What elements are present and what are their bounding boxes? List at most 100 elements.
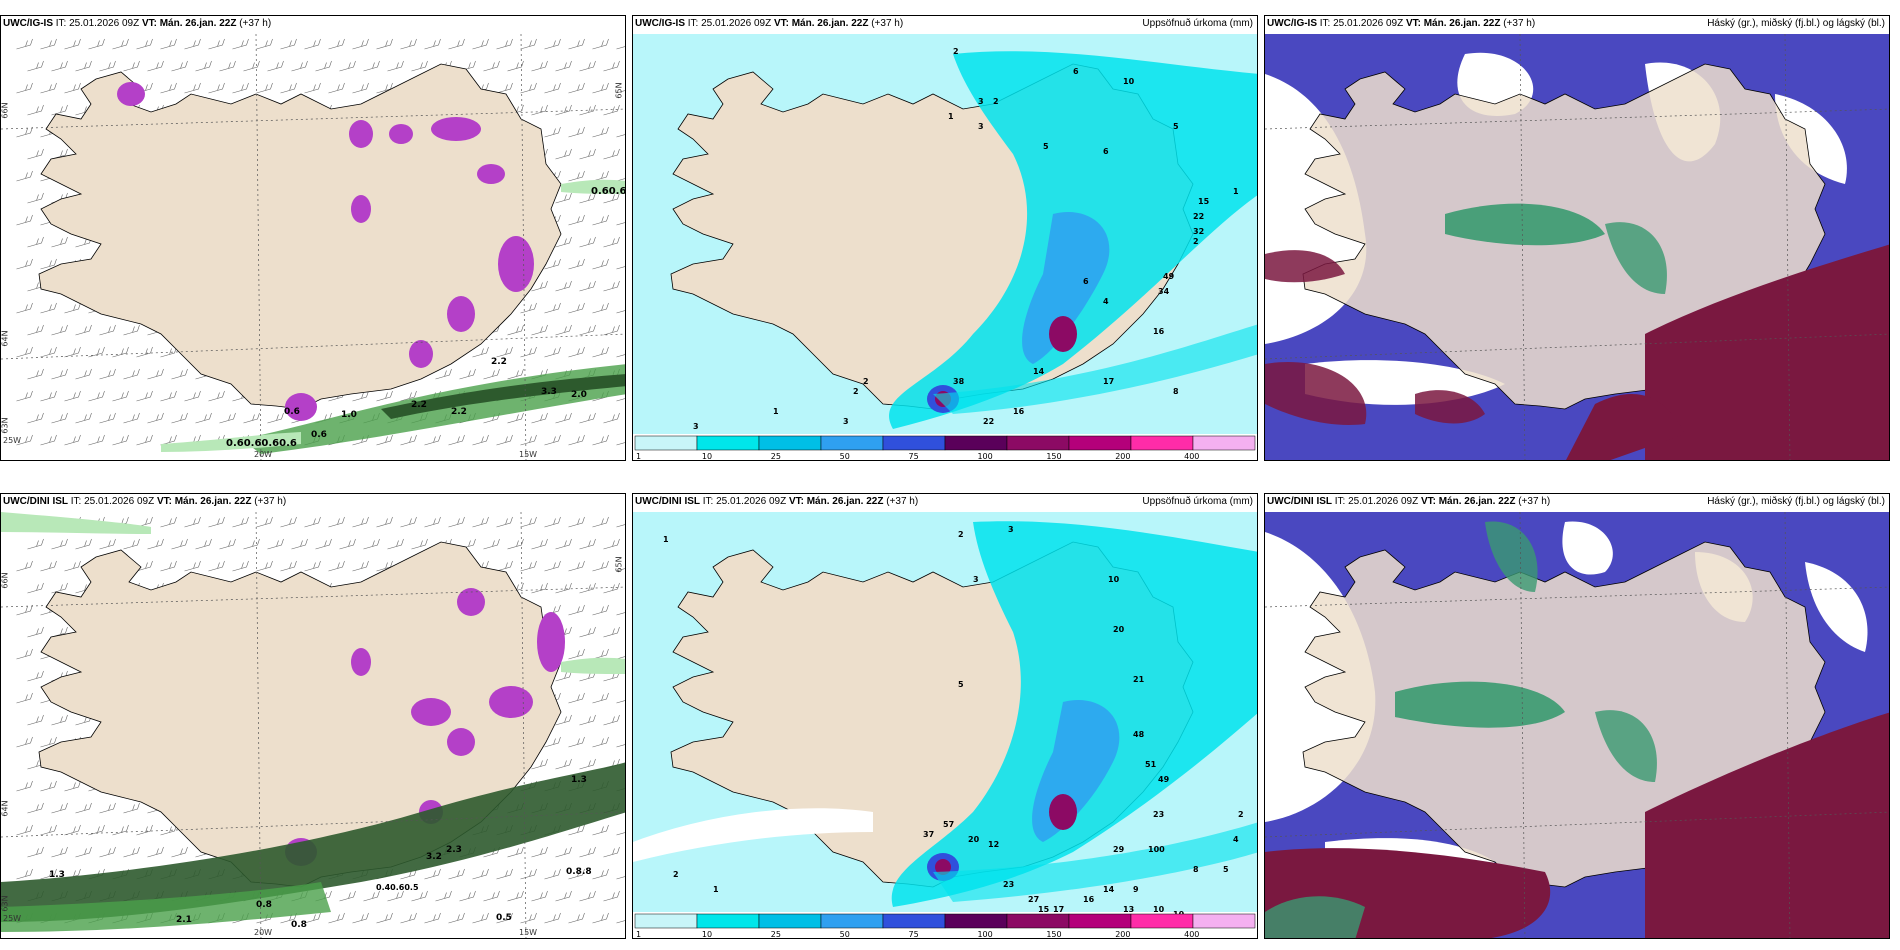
wind-barb (603, 714, 620, 726)
wind-barb (160, 560, 177, 572)
wind-barb (579, 538, 596, 550)
wind-barb (568, 258, 585, 270)
svg-text:0.8.8: 0.8.8 (566, 867, 592, 877)
wind-barb (472, 516, 489, 528)
wind-barb (592, 38, 609, 50)
wind-barb (531, 280, 548, 292)
wind-barb (40, 434, 57, 446)
wind-barb (616, 442, 625, 446)
wind-barb (568, 516, 585, 528)
wind-barb (411, 538, 428, 550)
wind-barb (376, 912, 393, 924)
wind-barb (603, 104, 620, 116)
wind-barb (40, 390, 57, 402)
cloud-title: Háský (gr.), miðský (fj.bl.) og lágský (… (1707, 18, 1885, 29)
colorbar-segment (882, 913, 946, 929)
wind-barb (99, 368, 116, 380)
colorbar-segment (820, 435, 884, 451)
wind-barb (16, 604, 33, 616)
wind-barb (27, 324, 44, 336)
wind-barb (136, 390, 153, 402)
wind-barb (328, 516, 345, 528)
wind-barb (16, 390, 33, 402)
wind-barb (147, 538, 164, 550)
wind-barb (616, 832, 625, 836)
wind-barb (376, 390, 393, 402)
wind-barb (400, 390, 417, 402)
wind-barb (267, 412, 284, 424)
svg-text:2.0: 2.0 (571, 390, 587, 400)
wind-barb (99, 60, 116, 72)
wind-barb (280, 560, 297, 572)
wind-barb (40, 736, 57, 748)
panel-title: UWC/DINI ISL IT: 25.01.2026 09Z VT: Mán.… (1267, 496, 1551, 507)
wind-barb (16, 648, 33, 660)
colorbar-tick: 25 (771, 930, 781, 939)
wind-barb (592, 604, 609, 616)
wind-labels: 1.3 0.8 2.1 0.5 0.8.8 1.3 3.2 2.3 0.40.6… (49, 775, 592, 930)
wind-barb (328, 38, 345, 50)
wind-barb (520, 516, 537, 528)
precip-value: 2 (953, 47, 959, 56)
wind-barb (88, 38, 105, 50)
wind-fields (1, 512, 625, 932)
wind-barb (568, 170, 585, 182)
wind-barb (424, 868, 441, 880)
wind-barb (507, 846, 524, 858)
precip-colorbar: 1 10 25 50 75 100 150 200 400 (634, 435, 1256, 460)
wind-barb (496, 346, 513, 358)
lat-label: 63N (0, 417, 10, 434)
precip-value: 20 (1113, 625, 1125, 634)
wind-barb (171, 412, 188, 424)
wind-barb (579, 324, 596, 336)
wind-barb (160, 390, 177, 402)
wind-barb (291, 538, 308, 550)
latitude-line (1, 108, 625, 130)
wind-barb (616, 398, 625, 402)
wind-barb (616, 178, 625, 182)
longitude-line (1784, 512, 1791, 938)
precip-value: 15 (1198, 197, 1210, 206)
wind-barb (507, 412, 524, 424)
latitude-line (1265, 108, 1889, 130)
wind-barb (328, 560, 345, 572)
wind-barb (544, 560, 561, 572)
wind-barb (27, 236, 44, 248)
lat-label: 65N (614, 556, 624, 573)
wind-barb (579, 236, 596, 248)
wind-barb (243, 60, 260, 72)
wind-barb (616, 568, 625, 572)
wind-barb (88, 390, 105, 402)
wind-barb (544, 82, 561, 94)
wind-barb (472, 38, 489, 50)
colorbar-segment (820, 913, 884, 929)
longitude-line (255, 512, 262, 938)
wind-barb (112, 346, 129, 358)
wind-barb (579, 148, 596, 160)
wind-barb (195, 412, 212, 424)
precip-value: 29 (1113, 845, 1125, 854)
wind-barb (400, 912, 417, 924)
wind-barb (267, 538, 284, 550)
precip-shading (633, 521, 1257, 907)
wind-barb (40, 82, 57, 94)
wind-barb (603, 890, 620, 902)
colorbar-segment (696, 913, 760, 929)
colorbar-tick: 400 (1184, 930, 1199, 939)
wind-map: 1.3 0.8 2.1 0.5 0.8.8 1.3 3.2 2.3 0.40.6… (1, 512, 625, 938)
wind-barb (232, 560, 249, 572)
precip-value: 15 (1038, 905, 1050, 914)
wind-barb (27, 412, 44, 424)
wind-barb (27, 846, 44, 858)
svg-text:0.60.6: 0.60.6 (591, 186, 626, 197)
wind-barb (424, 434, 441, 446)
precip-value: 38 (953, 377, 965, 386)
wind-barb (64, 302, 81, 314)
wind-barb (603, 236, 620, 248)
wind-barb (112, 38, 129, 50)
wind-barb (579, 192, 596, 204)
wind-barb (592, 346, 609, 358)
wind-barb (123, 538, 140, 550)
wind-barb (184, 38, 201, 50)
wind-barb (424, 516, 441, 528)
